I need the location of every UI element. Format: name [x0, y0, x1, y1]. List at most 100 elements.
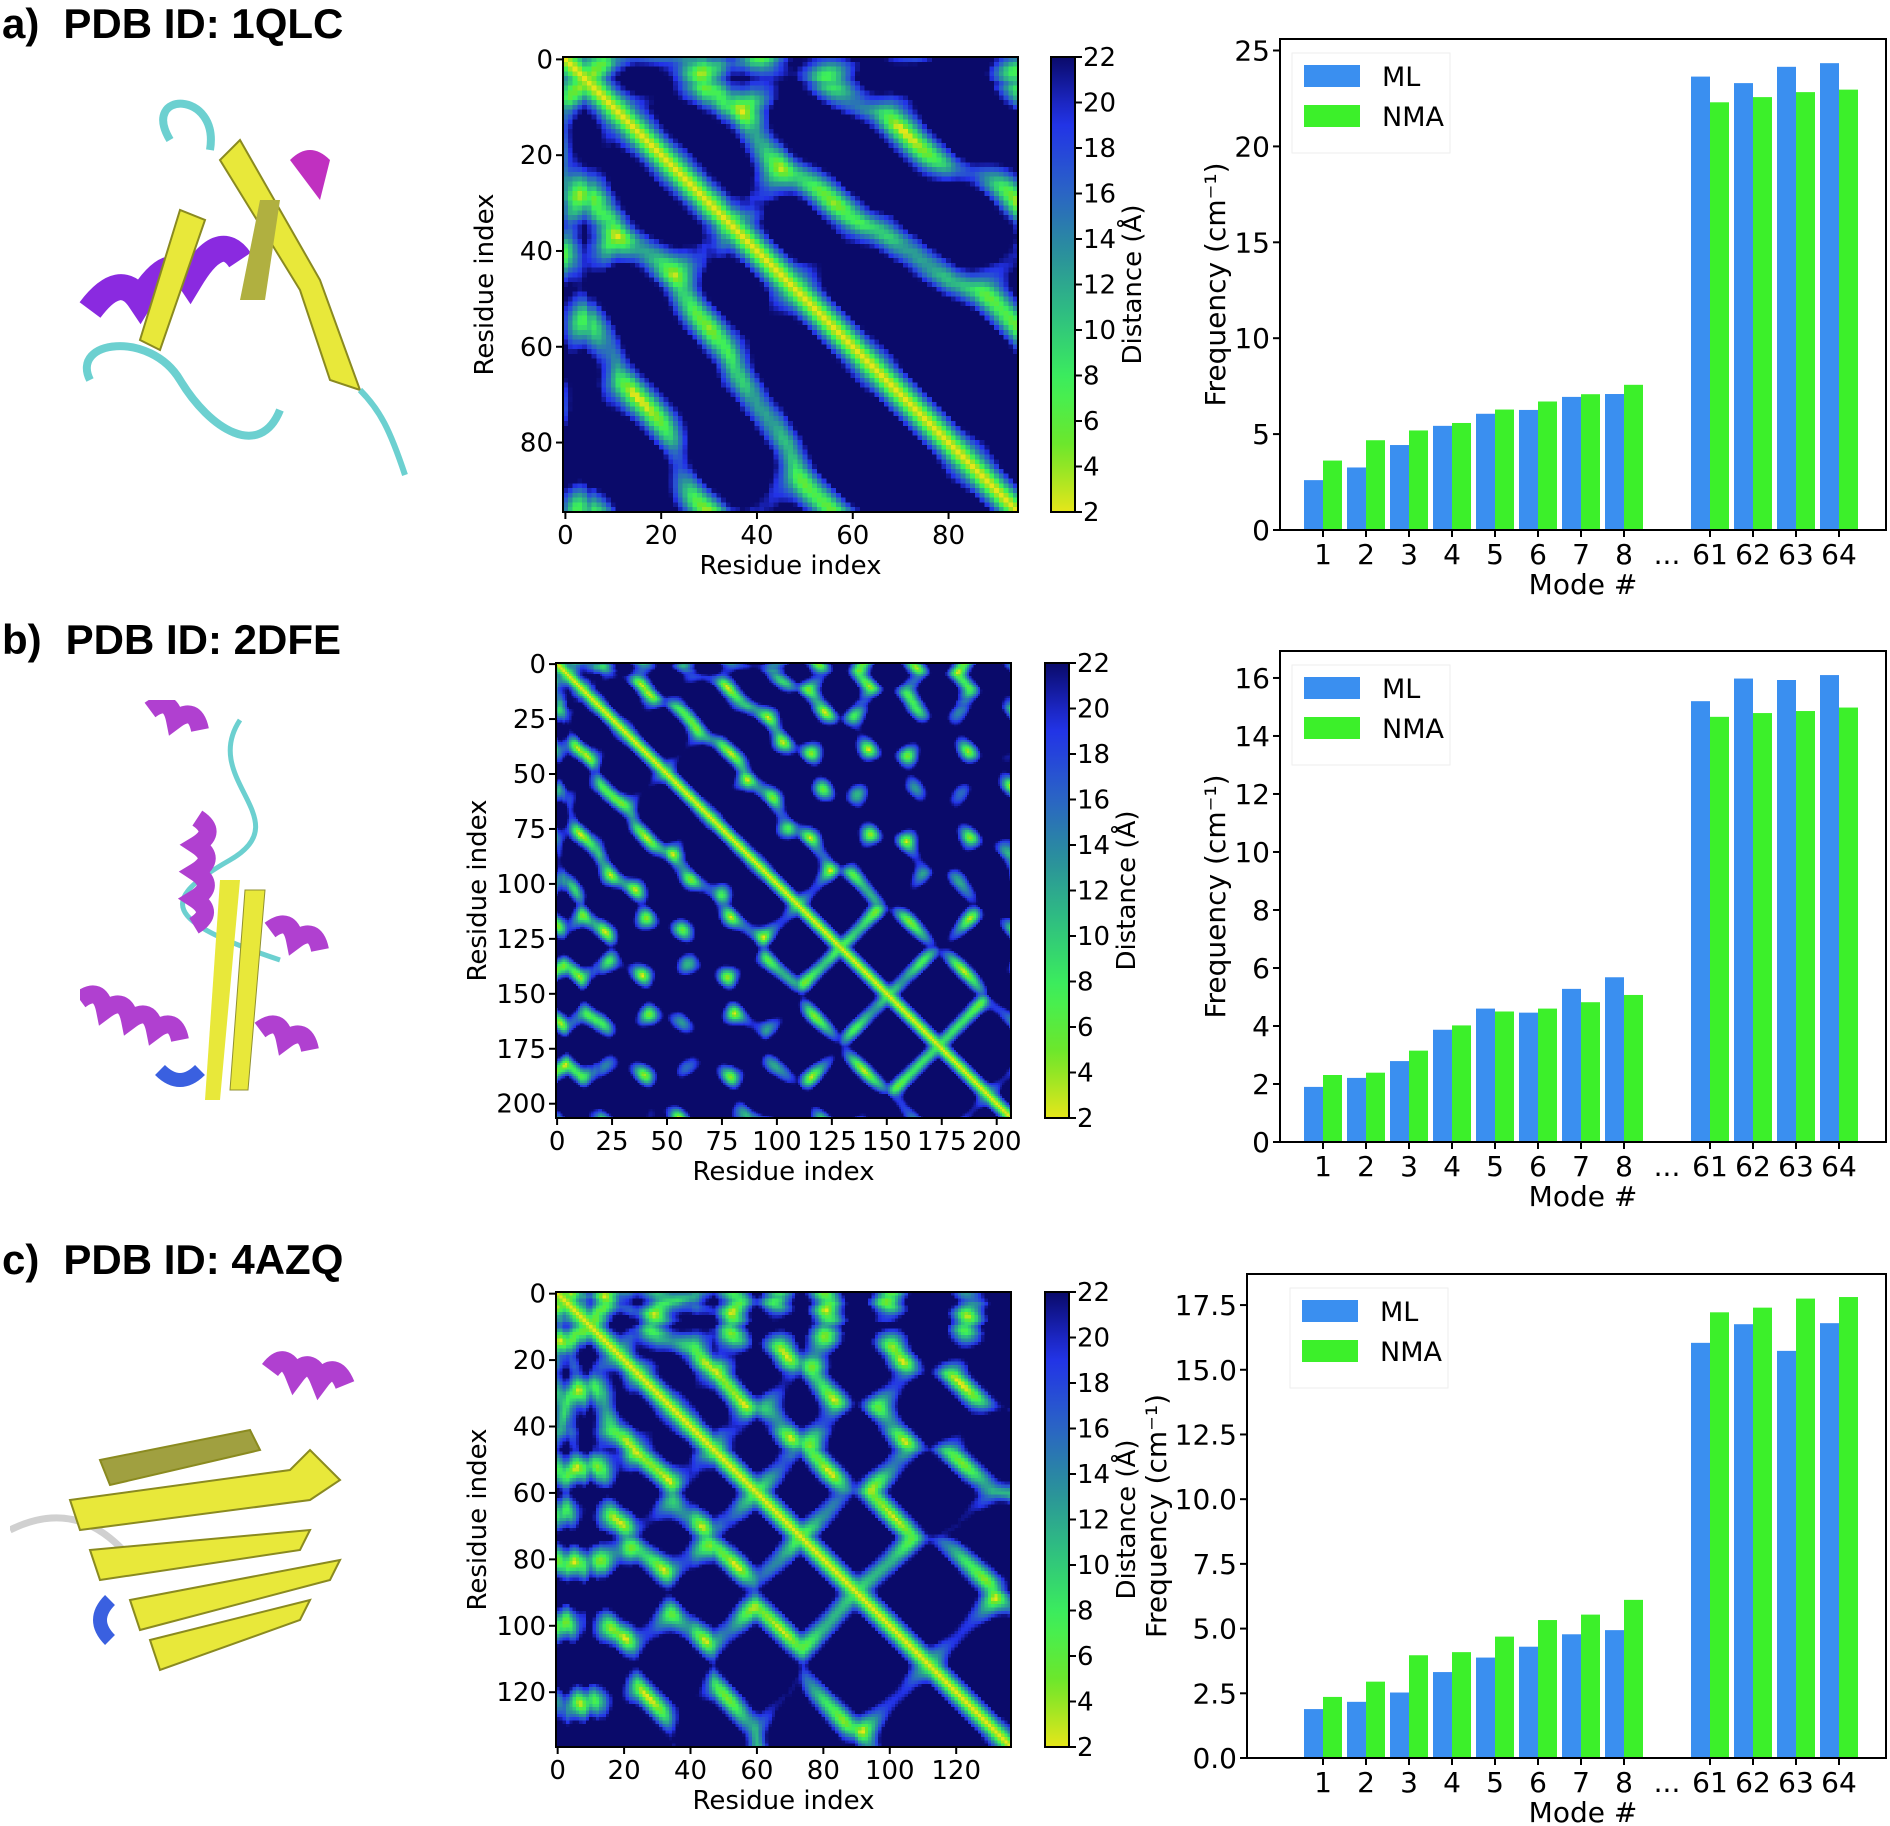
y-tick-label: 200 — [496, 1090, 546, 1120]
colorbar-tick-label: 12 — [1077, 1506, 1110, 1536]
y-tick-label: 0 — [1252, 514, 1270, 547]
x-tick-label: 150 — [862, 1127, 912, 1157]
heatmap-frame — [555, 662, 1012, 1119]
bar-nma-mode-62 — [1753, 97, 1772, 531]
y-tick-label: 80 — [513, 1545, 546, 1575]
bar-nma-mode-1 — [1323, 1696, 1342, 1758]
colorbar-tick-label: 6 — [1083, 407, 1100, 437]
colorbar — [1050, 56, 1076, 513]
bar-ml-mode-8 — [1605, 394, 1624, 530]
y-tick-label: 0 — [536, 45, 553, 75]
bar-ml-mode-4 — [1433, 1672, 1452, 1758]
bar-ml-mode-8 — [1605, 977, 1624, 1142]
bar-ml-mode-7 — [1562, 988, 1581, 1142]
y-tick-label: 12.5 — [1175, 1418, 1237, 1451]
bar-y-axis-label: Frequency (cm⁻¹) — [1199, 162, 1232, 406]
y-tick-label: 20 — [520, 141, 553, 171]
bar-nma-mode-5 — [1495, 1636, 1514, 1758]
bar-ml-mode-6 — [1519, 1646, 1538, 1758]
bar-nma-mode-1 — [1323, 1075, 1342, 1142]
panel-title: PDB ID: 4AZQ — [63, 1236, 344, 1283]
x-tick-label: 7 — [1572, 538, 1590, 571]
bar-ml-mode-61 — [1691, 701, 1710, 1142]
colorbar-tick-label: 4 — [1083, 453, 1100, 483]
x-tick-label: 75 — [705, 1127, 738, 1157]
heatmap-frame — [562, 56, 1019, 513]
colorbar-tick-label: 8 — [1077, 1597, 1094, 1627]
colorbar-tick-label: 14 — [1083, 225, 1116, 255]
bar-nma-mode-1 — [1323, 460, 1342, 530]
colorbar-tick-label: 20 — [1077, 695, 1110, 725]
colorbar — [1044, 662, 1070, 1119]
bar-nma-mode-4 — [1452, 1025, 1471, 1142]
bar-ml-mode-62 — [1734, 1324, 1753, 1758]
legend-swatch-ml — [1302, 1300, 1358, 1322]
y-tick-label: 75 — [513, 815, 546, 845]
x-tick-label: 4 — [1443, 538, 1461, 571]
legend-swatch-ml — [1304, 65, 1360, 87]
legend-label-nma: NMA — [1382, 714, 1444, 745]
x-tick-label: 2 — [1357, 1150, 1375, 1183]
x-tick-label: 64 — [1821, 538, 1857, 571]
heatmap-x-axis-label: Residue index — [692, 1157, 874, 1187]
y-tick-label: 0 — [529, 650, 546, 680]
bar-nma-mode-7 — [1581, 394, 1600, 530]
bar-ml-mode-62 — [1734, 83, 1753, 530]
x-tick-label: 61 — [1692, 538, 1728, 571]
y-tick-label: 0 — [1252, 1126, 1270, 1159]
x-tick-label: 3 — [1400, 538, 1418, 571]
bar-axes-frame — [1279, 38, 1887, 531]
protein-structure-4azq — [10, 1351, 355, 1672]
bar-nma-mode-61 — [1710, 716, 1729, 1142]
colorbar-tick-label: 20 — [1083, 89, 1116, 119]
heatmap-y-axis-label: Residue index — [463, 1428, 493, 1610]
x-tick-label: 8 — [1615, 1150, 1633, 1183]
x-tick-label: 63 — [1778, 538, 1814, 571]
bar-nma-mode-64 — [1839, 1297, 1858, 1758]
y-tick-label: 6 — [1252, 952, 1270, 985]
bar-ml-mode-5 — [1476, 1008, 1495, 1142]
colorbar-tick-label: 4 — [1077, 1059, 1094, 1089]
bar-ml-mode-4 — [1433, 425, 1452, 530]
colorbar-tick-label: 14 — [1077, 831, 1110, 861]
colorbar-label: Distance (Å) — [1116, 204, 1148, 364]
x-tick-label: 62 — [1735, 538, 1771, 571]
x-tick-label: 200 — [972, 1127, 1022, 1157]
y-tick-label: 4 — [1252, 1010, 1270, 1043]
y-tick-label: 10 — [1234, 836, 1270, 869]
bar-ml-mode-6 — [1519, 1012, 1538, 1142]
x-tick-label: 61 — [1692, 1766, 1728, 1799]
x-tick-label: 125 — [807, 1127, 857, 1157]
bar-nma-mode-3 — [1409, 1655, 1428, 1758]
x-tick-label: 3 — [1400, 1150, 1418, 1183]
x-tick-label: 6 — [1529, 1150, 1547, 1183]
y-tick-label: 5 — [1252, 418, 1270, 451]
y-tick-label: 60 — [513, 1479, 546, 1509]
x-tick-label: 5 — [1486, 1150, 1504, 1183]
bar-ml-mode-7 — [1562, 396, 1581, 530]
x-tick-label: 62 — [1735, 1766, 1771, 1799]
x-tick-label: 100 — [752, 1127, 802, 1157]
bar-nma-mode-63 — [1796, 1298, 1815, 1758]
bar-ml-mode-2 — [1347, 1701, 1366, 1758]
panel-letter: c) — [2, 1236, 40, 1283]
panel-title: PDB ID: 1QLC — [63, 0, 344, 47]
bar-nma-mode-2 — [1366, 1072, 1385, 1142]
colorbar-tick-label: 16 — [1083, 180, 1116, 210]
x-tick-label: 8 — [1615, 1766, 1633, 1799]
y-tick-label: 20 — [513, 1346, 546, 1376]
x-tick-label: 0 — [557, 521, 574, 551]
y-tick-label: 150 — [496, 980, 546, 1010]
bar-ml-mode-64 — [1820, 675, 1839, 1142]
x-tick-label: 0 — [549, 1756, 566, 1786]
colorbar-tick-label: 22 — [1077, 1278, 1110, 1308]
bar-nma-mode-3 — [1409, 430, 1428, 530]
bar-axes-frame — [1279, 650, 1887, 1143]
bar-axes-frame — [1246, 1273, 1887, 1759]
y-tick-label: 2 — [1252, 1068, 1270, 1101]
x-tick-label: 64 — [1821, 1150, 1857, 1183]
x-tick-label: 2 — [1357, 1766, 1375, 1799]
x-tick-label: ... — [1654, 538, 1681, 571]
bar-nma-mode-62 — [1753, 713, 1772, 1142]
